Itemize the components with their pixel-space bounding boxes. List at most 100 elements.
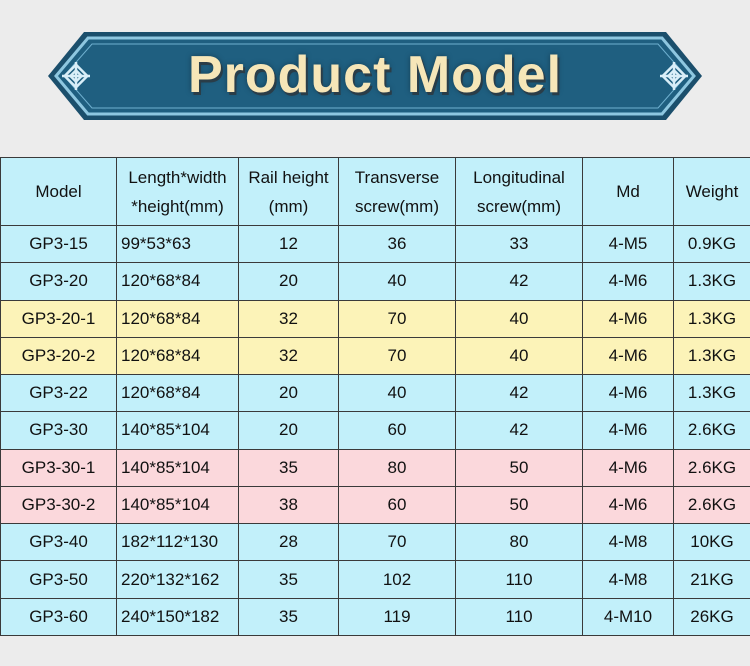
cell-dimensions: 120*68*84 — [116, 299, 239, 338]
cell-rail-height: 32 — [238, 299, 339, 338]
cell-md: 4-M6 — [582, 299, 674, 338]
cell-weight: 26KG — [673, 597, 750, 637]
cell-weight: 1.3KG — [673, 374, 750, 413]
cell-weight: 2.6KG — [673, 448, 750, 487]
endless-knot-icon — [62, 62, 90, 90]
cell-longitudinal-screw: 40 — [455, 299, 583, 338]
header-weight: Weight — [673, 157, 750, 226]
table-row: GP3-30-2 140*85*104 38 60 50 4-M6 2.6KG — [0, 485, 750, 525]
cell-model: GP3-30-2 — [0, 485, 117, 525]
page-title: Product Model — [187, 46, 563, 104]
cell-weight: 21KG — [673, 560, 750, 599]
cell-md: 4-M6 — [582, 262, 674, 301]
cell-md: 4-M8 — [582, 560, 674, 599]
table-row: GP3-15 99*53*63 12 36 33 4-M5 0.9KG — [0, 224, 750, 264]
cell-weight: 2.6KG — [673, 411, 750, 450]
cell-longitudinal-screw: 110 — [455, 560, 583, 599]
cell-weight: 1.3KG — [673, 299, 750, 338]
cell-dimensions: 220*132*162 — [116, 560, 239, 599]
cell-longitudinal-screw: 50 — [455, 485, 583, 525]
table-row: GP3-30-1 140*85*104 35 80 50 4-M6 2.6KG — [0, 448, 750, 487]
cell-weight: 1.3KG — [673, 262, 750, 301]
table-row: GP3-30 140*85*104 20 60 42 4-M6 2.6KG — [0, 411, 750, 450]
cell-model: GP3-20-1 — [0, 299, 117, 338]
table-row: GP3-40 182*112*130 28 70 80 4-M8 10KG — [0, 523, 750, 562]
cell-transverse-screw: 60 — [338, 411, 456, 450]
table-row: GP3-20 120*68*84 20 40 42 4-M6 1.3KG — [0, 262, 750, 301]
cell-dimensions: 140*85*104 — [116, 411, 239, 450]
cell-model: GP3-20-2 — [0, 336, 117, 376]
cell-longitudinal-screw: 42 — [455, 411, 583, 450]
cell-md: 4-M6 — [582, 336, 674, 376]
cell-rail-height: 12 — [238, 224, 339, 264]
cell-model: GP3-30 — [0, 411, 117, 450]
cell-transverse-screw: 40 — [338, 262, 456, 301]
cell-rail-height: 20 — [238, 411, 339, 450]
cell-rail-height: 28 — [238, 523, 339, 562]
cell-md: 4-M10 — [582, 597, 674, 637]
cell-transverse-screw: 80 — [338, 448, 456, 487]
cell-md: 4-M8 — [582, 523, 674, 562]
cell-model: GP3-22 — [0, 374, 117, 413]
cell-dimensions: 140*85*104 — [116, 485, 239, 525]
cell-transverse-screw: 70 — [338, 336, 456, 376]
cell-dimensions: 240*150*182 — [116, 597, 239, 637]
header-rail-height: Rail height (mm) — [238, 157, 339, 226]
table-row: GP3-60 240*150*182 35 119 110 4-M10 26KG — [0, 597, 750, 637]
table-body: GP3-15 99*53*63 12 36 33 4-M5 0.9KG GP3-20 120*6… — [0, 224, 750, 637]
cell-md: 4-M6 — [582, 448, 674, 487]
header-transverse-screw: Transverse screw(mm) — [338, 157, 456, 226]
cell-longitudinal-screw: 42 — [455, 262, 583, 301]
cell-model: GP3-20 — [0, 262, 117, 301]
cell-model: GP3-50 — [0, 560, 117, 599]
cell-dimensions: 140*85*104 — [116, 448, 239, 487]
cell-dimensions: 120*68*84 — [116, 374, 239, 413]
product-model-table: Model Length*width *height(mm) Rail heig… — [0, 157, 750, 637]
cell-md: 4-M6 — [582, 485, 674, 525]
cell-transverse-screw: 36 — [338, 224, 456, 264]
header-longitudinal-screw: Longitudinal screw(mm) — [455, 157, 583, 226]
cell-weight: 10KG — [673, 523, 750, 562]
cell-transverse-screw: 40 — [338, 374, 456, 413]
cell-rail-height: 35 — [238, 560, 339, 599]
cell-md: 4-M6 — [582, 374, 674, 413]
endless-knot-icon — [660, 62, 688, 90]
cell-weight: 1.3KG — [673, 336, 750, 376]
cell-model: GP3-60 — [0, 597, 117, 637]
cell-rail-height: 32 — [238, 336, 339, 376]
cell-weight: 0.9KG — [673, 224, 750, 264]
cell-rail-height: 20 — [238, 262, 339, 301]
cell-longitudinal-screw: 33 — [455, 224, 583, 264]
cell-transverse-screw: 70 — [338, 523, 456, 562]
cell-rail-height: 38 — [238, 485, 339, 525]
header-dimensions: Length*width *height(mm) — [116, 157, 239, 226]
table-row: GP3-20-1 120*68*84 32 70 40 4-M6 1.3KG — [0, 299, 750, 338]
cell-transverse-screw: 70 — [338, 299, 456, 338]
cell-dimensions: 182*112*130 — [116, 523, 239, 562]
cell-weight: 2.6KG — [673, 485, 750, 525]
cell-rail-height: 20 — [238, 374, 339, 413]
bottom-margin — [0, 636, 750, 666]
cell-longitudinal-screw: 110 — [455, 597, 583, 637]
cell-longitudinal-screw: 42 — [455, 374, 583, 413]
table-row: GP3-50 220*132*162 35 102 110 4-M8 21KG — [0, 560, 750, 599]
table-header-row: Model Length*width *height(mm) Rail heig… — [0, 157, 750, 226]
cell-rail-height: 35 — [238, 448, 339, 487]
cell-md: 4-M5 — [582, 224, 674, 264]
cell-dimensions: 99*53*63 — [116, 224, 239, 264]
cell-model: GP3-15 — [0, 224, 117, 264]
header-md: Md — [582, 157, 674, 226]
cell-rail-height: 35 — [238, 597, 339, 637]
title-banner: Product Model — [0, 0, 750, 140]
cell-md: 4-M6 — [582, 411, 674, 450]
cell-model: GP3-30-1 — [0, 448, 117, 487]
cell-dimensions: 120*68*84 — [116, 262, 239, 301]
table-row: GP3-22 120*68*84 20 40 42 4-M6 1.3KG — [0, 374, 750, 413]
cell-model: GP3-40 — [0, 523, 117, 562]
cell-dimensions: 120*68*84 — [116, 336, 239, 376]
cell-transverse-screw: 60 — [338, 485, 456, 525]
cell-transverse-screw: 102 — [338, 560, 456, 599]
banner-shape — [48, 32, 702, 120]
cell-longitudinal-screw: 80 — [455, 523, 583, 562]
cell-transverse-screw: 119 — [338, 597, 456, 637]
